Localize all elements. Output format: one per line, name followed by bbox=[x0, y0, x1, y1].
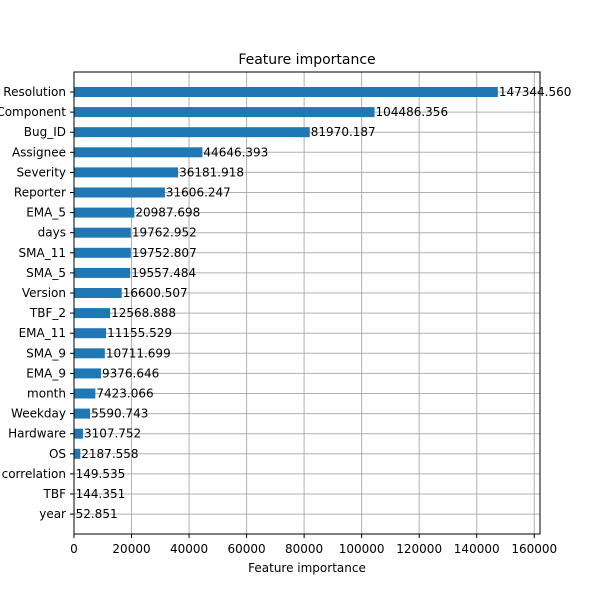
bar-assignee bbox=[74, 147, 203, 158]
value-label: 2187.558 bbox=[81, 447, 138, 461]
x-tick-label: 0 bbox=[70, 542, 78, 556]
bar-reporter bbox=[74, 187, 165, 198]
y-tick-label: days bbox=[38, 226, 66, 240]
value-label: 149.535 bbox=[76, 467, 126, 481]
value-label: 147344.560 bbox=[499, 85, 572, 99]
x-tick-label: 20000 bbox=[112, 542, 150, 556]
y-tick-label: SMA_11 bbox=[19, 246, 66, 260]
bar-weekday bbox=[74, 408, 91, 419]
bar-sma-9 bbox=[74, 348, 105, 359]
bar-ema-5 bbox=[74, 207, 135, 218]
bar-os bbox=[74, 448, 81, 459]
y-tick-label: Resolution bbox=[3, 85, 66, 99]
y-tick-label: SMA_5 bbox=[26, 266, 66, 280]
x-tick-label: 60000 bbox=[227, 542, 265, 556]
y-tick-label: EMA_9 bbox=[26, 366, 66, 380]
bar-hardware bbox=[74, 428, 83, 439]
x-tick-label: 120000 bbox=[396, 542, 442, 556]
bar-days bbox=[74, 227, 131, 238]
grid-layer bbox=[73, 72, 540, 534]
y-tick-label: Severity bbox=[16, 165, 66, 179]
value-label: 10711.699 bbox=[106, 346, 171, 360]
value-label: 44646.393 bbox=[203, 145, 268, 159]
y-tick-label: EMA_11 bbox=[19, 326, 66, 340]
y-tick-label: TBF bbox=[43, 487, 67, 501]
x-tick-layer: 0 20000 40000 60000 80000 100000 120000 140000 1… bbox=[70, 534, 557, 556]
value-label: 7423.066 bbox=[96, 387, 153, 401]
bar-ema-9 bbox=[74, 368, 101, 379]
value-label: 19762.952 bbox=[132, 226, 197, 240]
y-tick-label: month bbox=[27, 387, 66, 401]
bar-severity bbox=[74, 167, 179, 178]
y-tick-label: Reporter bbox=[14, 186, 66, 200]
y-tick-label: Bug_ID bbox=[24, 125, 66, 139]
bar-month bbox=[74, 388, 96, 399]
value-label: 11155.529 bbox=[107, 326, 172, 340]
y-tick-label: year bbox=[39, 507, 66, 521]
plot-frame bbox=[73, 71, 541, 535]
y-tick-label: correlation bbox=[2, 467, 66, 481]
y-tick-label: EMA_5 bbox=[26, 206, 66, 220]
bar-component bbox=[74, 107, 375, 118]
value-label: 3107.752 bbox=[84, 427, 141, 441]
x-tick-label: 160000 bbox=[511, 542, 557, 556]
value-label: 31606.247 bbox=[166, 186, 231, 200]
y-tick-label: Component bbox=[0, 105, 66, 119]
y-tick-label: Assignee bbox=[12, 145, 66, 159]
value-label: 12568.888 bbox=[111, 306, 176, 320]
value-label: 36181.918 bbox=[179, 165, 244, 179]
value-label: 19752.807 bbox=[132, 246, 197, 260]
x-tick-label: 100000 bbox=[339, 542, 385, 556]
value-label: 5590.743 bbox=[91, 407, 148, 421]
bar-bug-id bbox=[74, 127, 310, 138]
value-label: 9376.646 bbox=[102, 366, 159, 380]
bar-sma-5 bbox=[74, 267, 131, 278]
y-tick-label: Version bbox=[22, 286, 66, 300]
y-tick-label: OS bbox=[49, 447, 66, 461]
x-tick-label: 140000 bbox=[454, 542, 500, 556]
value-label: 81970.187 bbox=[311, 125, 376, 139]
value-label: 19557.484 bbox=[131, 266, 196, 280]
x-tick-label: 80000 bbox=[285, 542, 323, 556]
y-tick-label: Weekday bbox=[11, 407, 66, 421]
value-label: 104486.356 bbox=[376, 105, 449, 119]
y-tick-layer: Resolution Component Bug_ID Assignee Severit… bbox=[0, 85, 74, 521]
value-label: 52.851 bbox=[76, 507, 118, 521]
bar-sma-11 bbox=[74, 247, 131, 258]
y-tick-label: TBF_2 bbox=[29, 306, 66, 320]
x-tick-label: 40000 bbox=[170, 542, 208, 556]
x-axis-label: Feature importance bbox=[248, 561, 366, 575]
value-label: 20987.698 bbox=[135, 206, 200, 220]
bar-ema-11 bbox=[74, 328, 107, 339]
bar-layer bbox=[74, 87, 498, 520]
chart-title: Feature importance bbox=[238, 52, 375, 68]
bar-resolution bbox=[74, 87, 498, 97]
y-tick-label: SMA_9 bbox=[26, 346, 66, 360]
bar-tbf-2 bbox=[74, 308, 111, 319]
value-label: 16600.507 bbox=[123, 286, 188, 300]
bar-version bbox=[74, 288, 122, 298]
y-tick-label: Hardware bbox=[8, 427, 66, 441]
value-label: 144.351 bbox=[76, 487, 126, 501]
